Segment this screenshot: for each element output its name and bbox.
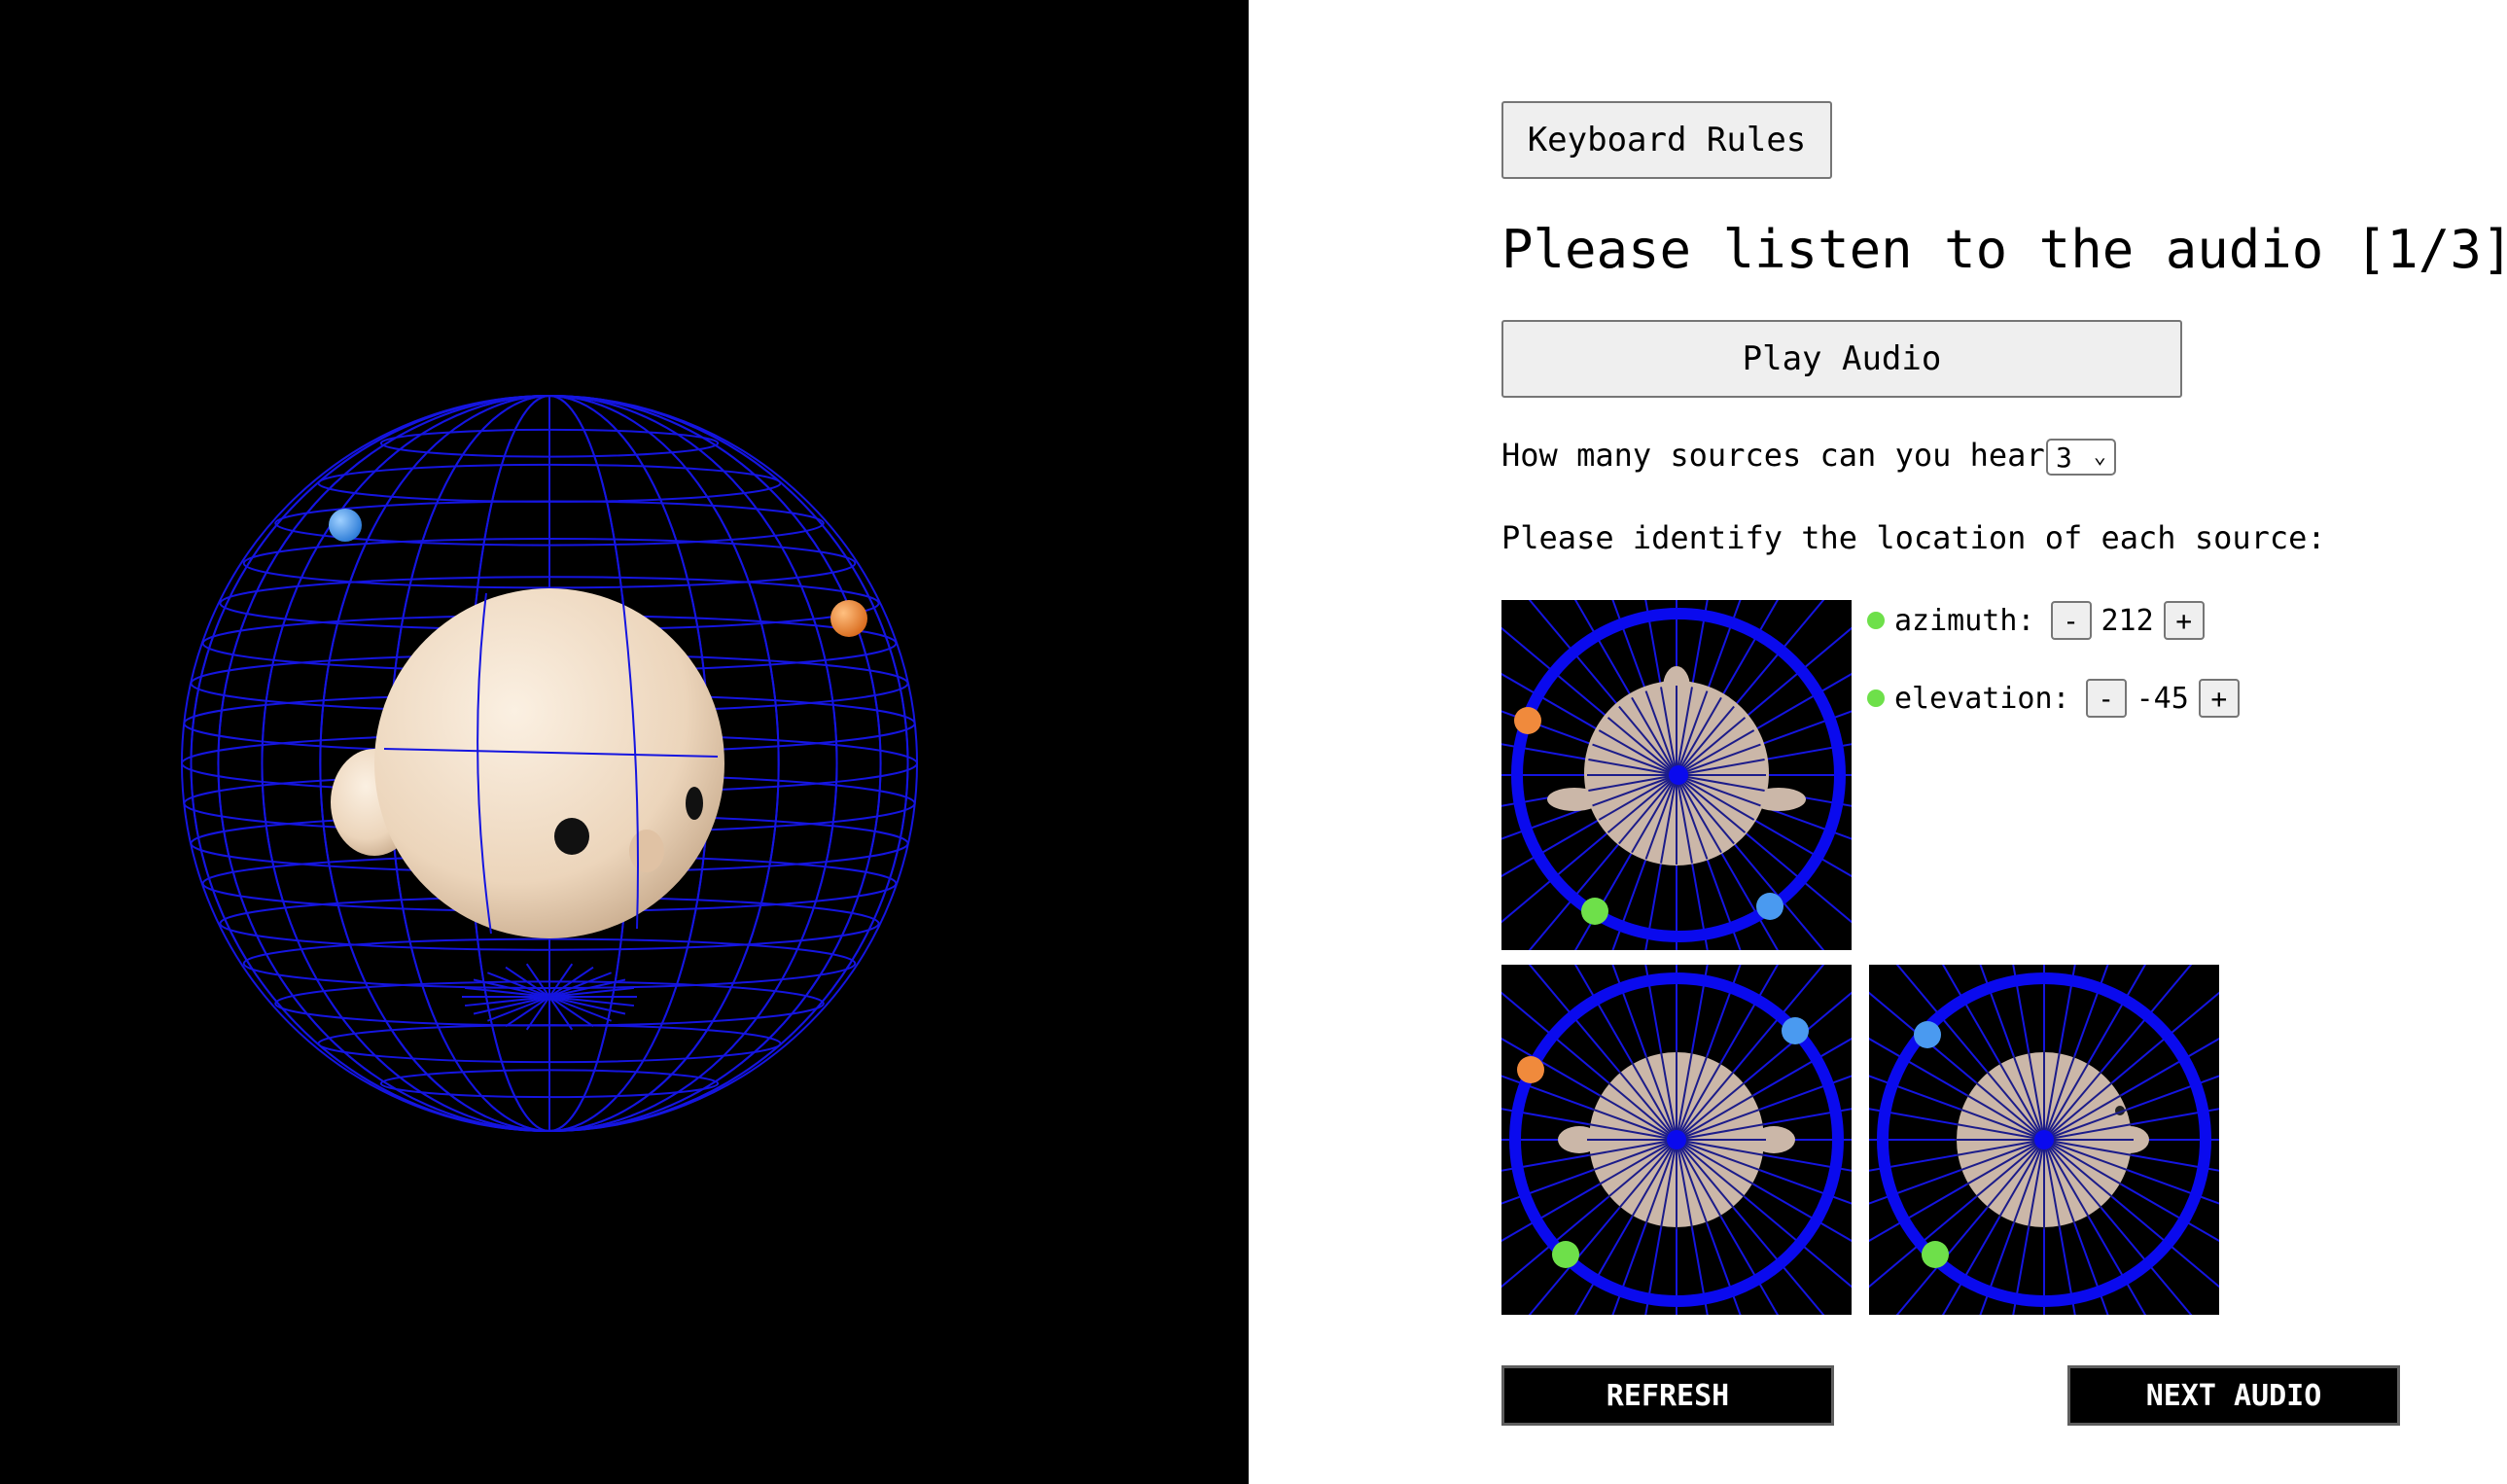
head-ear-right: [1751, 788, 1806, 811]
wireframe-sphere: [181, 395, 918, 1132]
elevation-decrement-button[interactable]: -: [2085, 679, 2127, 718]
side-view-panel[interactable]: [1501, 965, 1852, 1315]
chevron-down-icon: ⌄: [2093, 444, 2106, 469]
source-green-marker[interactable]: [1581, 898, 1608, 925]
sources-count-label: How many sources can you hear?: [1501, 437, 2064, 474]
head-eye-left: [554, 818, 589, 855]
elevation-ring[interactable]: [1877, 972, 2211, 1307]
identify-location-label: Please identify the location of each sou…: [1501, 519, 2326, 556]
front-view-panel[interactable]: [1869, 965, 2219, 1315]
source-blue-marker[interactable]: [1914, 1021, 1941, 1048]
azimuth-increment-button[interactable]: +: [2163, 601, 2205, 640]
head-ear-left: [1558, 1126, 1601, 1153]
azimuth-ring[interactable]: [1511, 608, 1846, 942]
source-blue-marker[interactable]: [1756, 893, 1783, 920]
sources-count-select[interactable]: 3 ⌄: [2046, 439, 2116, 476]
center-dot: [1667, 1130, 1686, 1149]
source-orange-marker[interactable]: [1514, 707, 1541, 734]
source-orange-marker[interactable]: [830, 600, 867, 637]
source-green-marker[interactable]: [1552, 1241, 1579, 1268]
elevation-ring[interactable]: [1509, 972, 1844, 1307]
elevation-increment-button[interactable]: +: [2198, 679, 2240, 718]
head-ear-right: [1752, 1126, 1795, 1153]
head-model: [374, 588, 724, 938]
sources-count-value: 3: [2056, 441, 2072, 474]
elevation-control: elevation: - -45 +: [1867, 677, 2240, 720]
keyboard-rules-button[interactable]: Keyboard Rules: [1501, 101, 1832, 179]
source-orange-marker[interactable]: [1517, 1056, 1544, 1083]
source-green-marker[interactable]: [1922, 1241, 1949, 1268]
center-dot: [1669, 765, 1688, 785]
next-audio-button[interactable]: NEXT AUDIO: [2067, 1365, 2400, 1426]
source-blue-marker[interactable]: [329, 509, 362, 542]
page-title: Please listen to the audio [1/3]: [1501, 219, 2507, 280]
head-ear-right: [629, 830, 664, 872]
top-view-panel[interactable]: [1501, 600, 1852, 950]
elevation-value: -45: [2136, 681, 2189, 716]
source-green-indicator: [1867, 689, 1885, 707]
azimuth-label: azimuth:: [1894, 603, 2035, 638]
azimuth-decrement-button[interactable]: -: [2050, 601, 2092, 640]
elevation-label: elevation:: [1894, 681, 2070, 716]
center-dot: [2034, 1130, 2054, 1149]
source-blue-marker[interactable]: [1782, 1017, 1809, 1044]
azimuth-value: 212: [2101, 603, 2154, 638]
azimuth-control: azimuth: - 212 +: [1867, 599, 2205, 642]
refresh-button[interactable]: REFRESH: [1501, 1365, 1834, 1426]
3d-scene-view[interactable]: [0, 0, 1249, 1484]
play-audio-button[interactable]: Play Audio: [1501, 320, 2182, 398]
source-green-indicator: [1867, 612, 1885, 629]
head-ear-left: [1547, 788, 1602, 811]
head-eye-right: [686, 787, 703, 820]
